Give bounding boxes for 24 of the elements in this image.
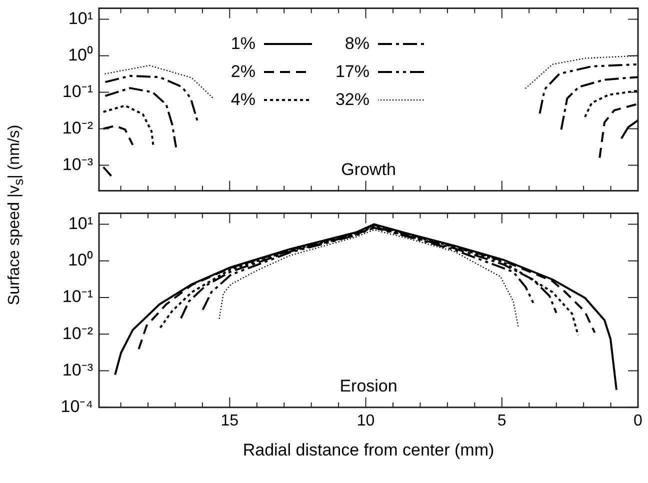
y-tick-label: 10⁰ (68, 250, 93, 270)
legend-label: 17% (334, 62, 370, 82)
x-tick-label: 5 (497, 412, 506, 430)
y-tick-label: 10¹ (68, 214, 94, 233)
x-axis-title: Radial distance from center (mm) (242, 440, 494, 460)
y-tick-label: 10⁰ (68, 45, 93, 64)
legend-label: 1% (230, 34, 256, 54)
x-tick-label: 10 (356, 412, 375, 430)
y-tick-label: 10⁻² (62, 324, 94, 343)
y-tick-label: 10⁻¹ (62, 82, 94, 101)
legend-label: 8% (344, 34, 370, 54)
y-tick-label: 10⁻¹ (62, 286, 94, 306)
y-tick-label: 10⁻³ (62, 360, 94, 380)
legend-label: 32% (334, 90, 370, 110)
annotation: Growth (341, 160, 396, 179)
y-tick-label: 10⁻⁴ (60, 396, 93, 416)
y-tick-label: 10¹ (68, 8, 94, 28)
y-tick-label: 10⁻² (62, 118, 94, 138)
y-tick-label: 10⁻³ (62, 154, 94, 174)
x-tick-label: 0 (634, 412, 643, 430)
annotation: Erosion (340, 376, 398, 396)
legend-label: 4% (230, 90, 256, 110)
x-tick-label: 15 (220, 412, 239, 430)
legend-label: 2% (230, 62, 256, 82)
